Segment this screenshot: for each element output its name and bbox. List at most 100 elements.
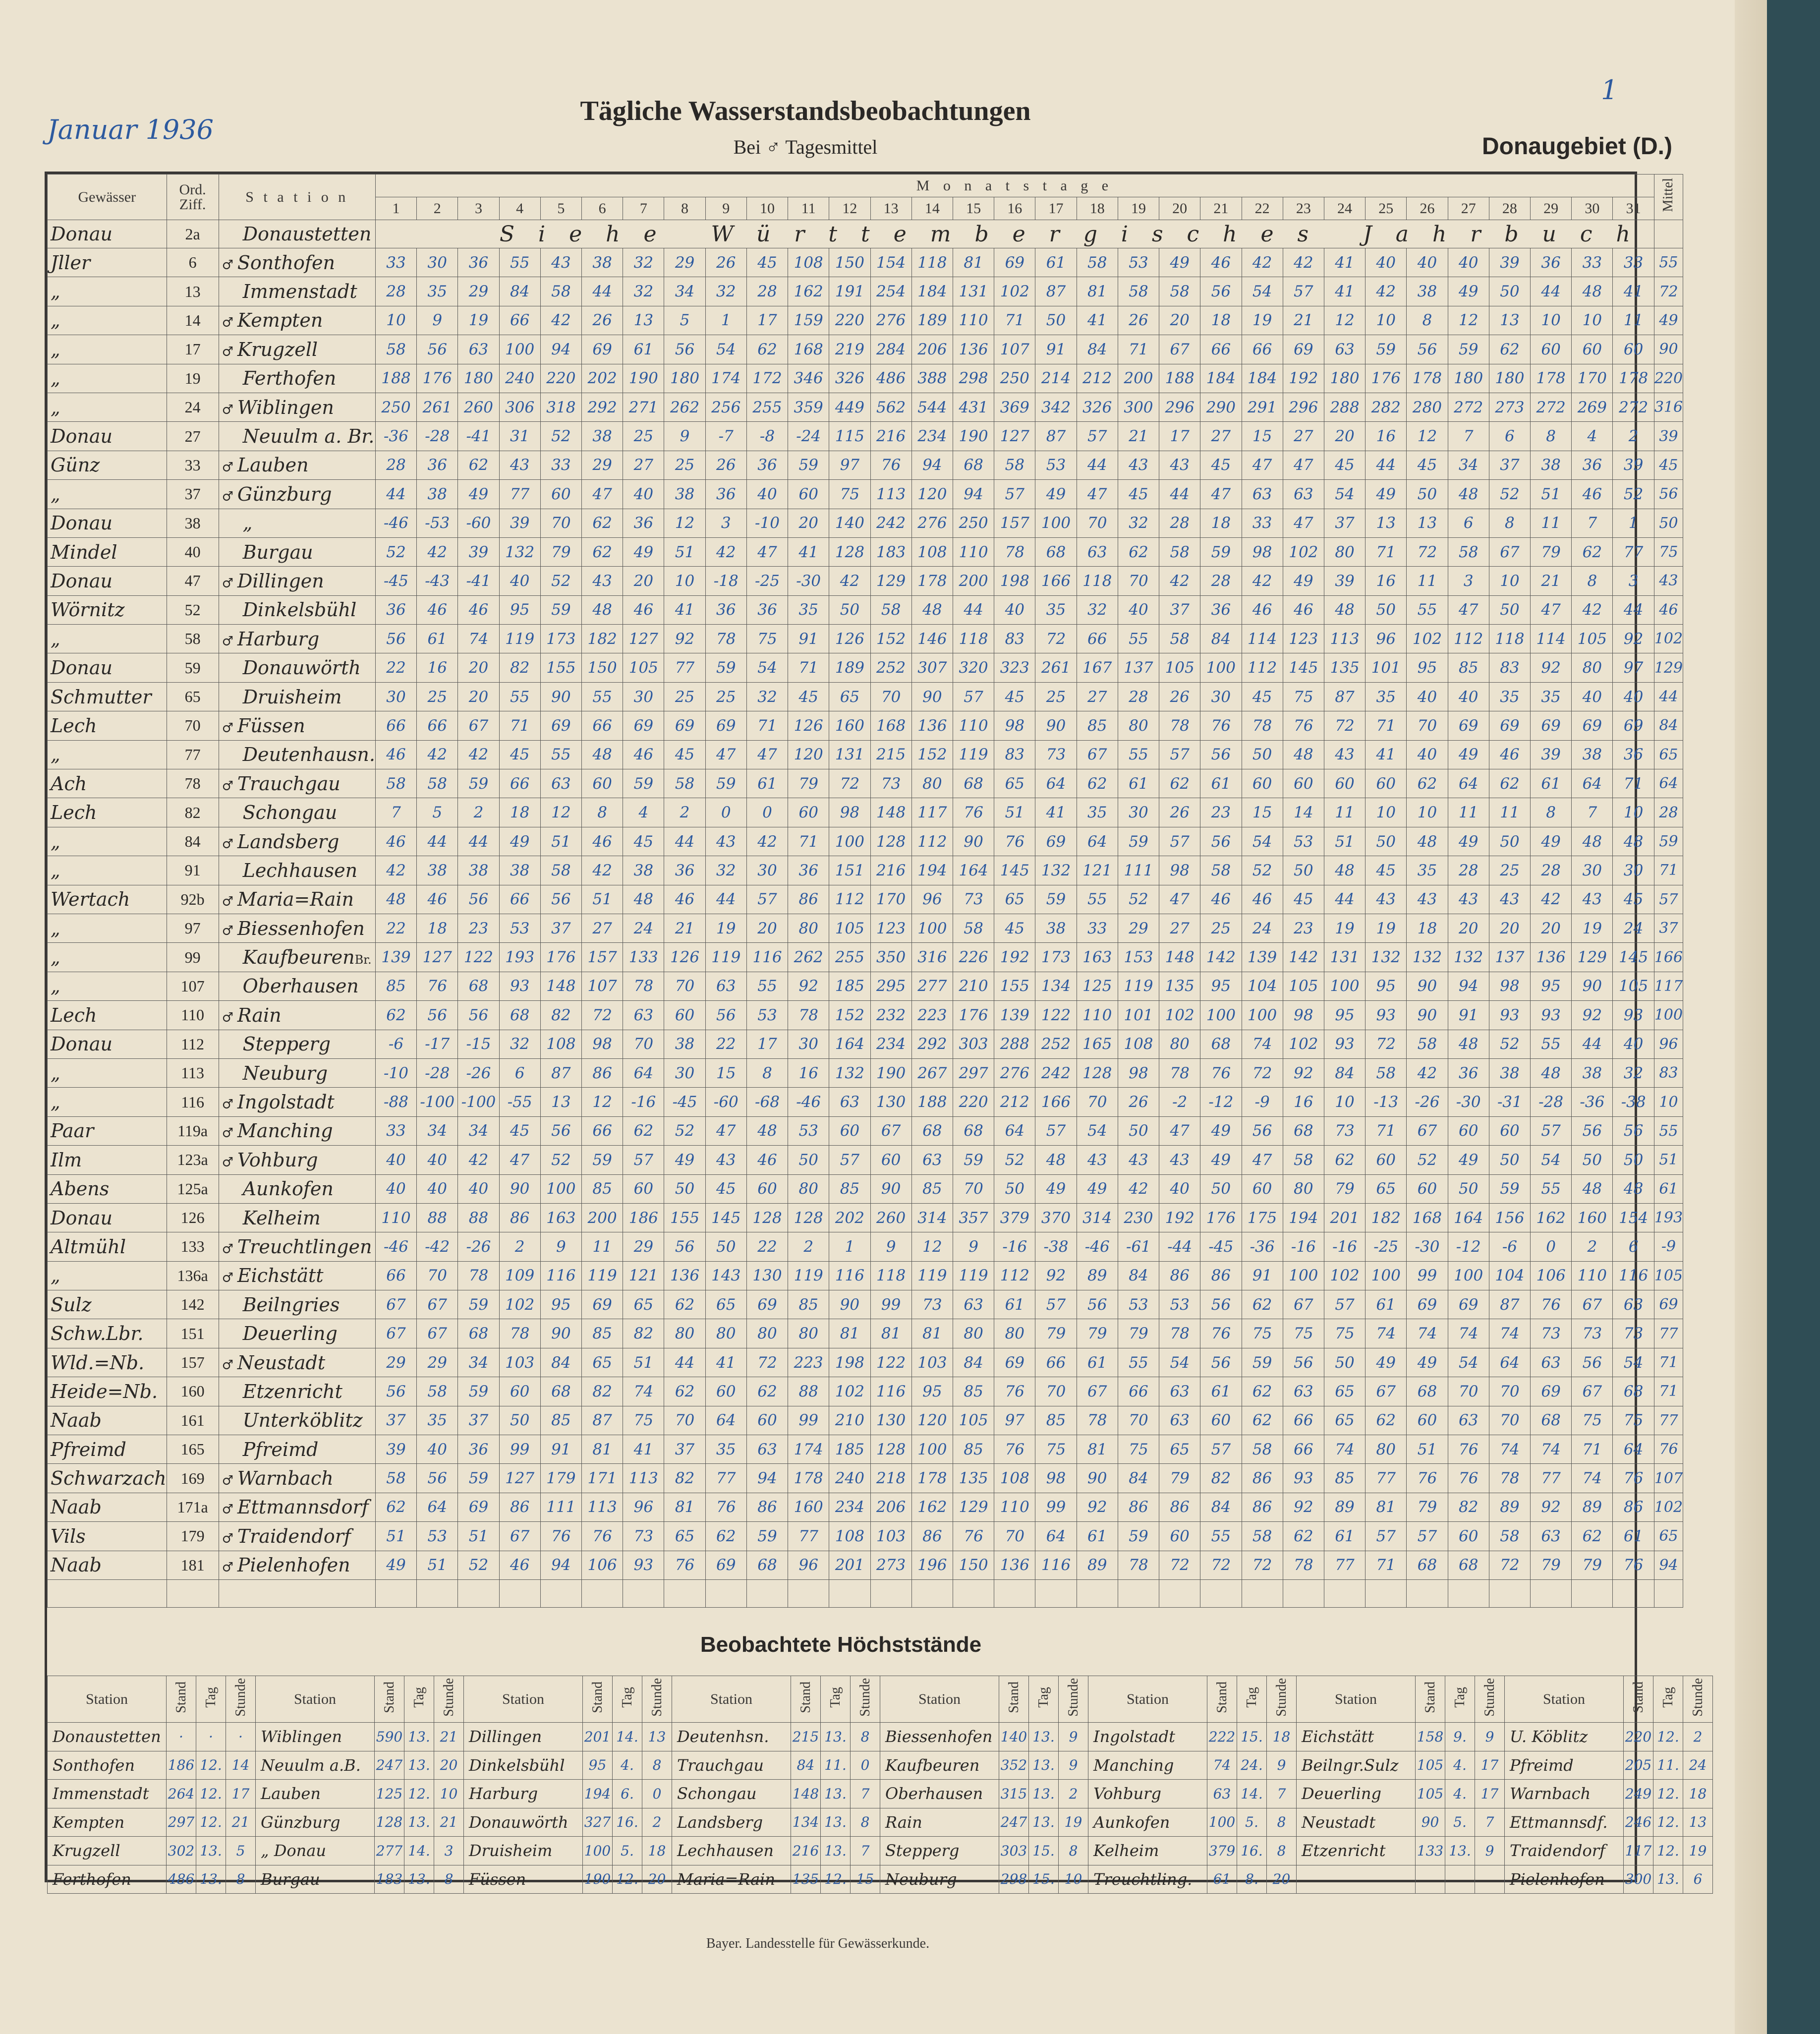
- gauge-mark-icon: ♂: [222, 1271, 233, 1286]
- value-cell: 91: [1447, 1000, 1489, 1030]
- value-cell: 11: [1447, 798, 1489, 827]
- peaks-col-stunde: Stunde: [434, 1676, 464, 1723]
- value-cell: 17: [746, 1029, 789, 1059]
- value-cell: -13: [1365, 1087, 1407, 1117]
- value-cell: 82: [540, 1000, 582, 1030]
- value-cell: 16: [788, 1058, 830, 1088]
- value-cell: 75: [1282, 682, 1324, 712]
- peaks-col-stand: Stand: [1207, 1676, 1237, 1723]
- value-cell: 42: [1530, 884, 1572, 914]
- table-row: „ 24 ♂ Wiblingen 250 261 260 306 318 292 271 262 256…: [47, 392, 1684, 422]
- value-cell: 50: [1406, 479, 1448, 509]
- value-cell: 58: [1076, 247, 1118, 278]
- value-cell: 70: [870, 682, 912, 712]
- value-cell: 48: [1447, 1029, 1489, 1059]
- value-cell: 34: [457, 1116, 500, 1146]
- value-cell: 206: [911, 335, 953, 364]
- peak-value: 148: [791, 1779, 821, 1808]
- peak-station: Krugzell: [47, 1836, 167, 1865]
- value-cell: 27: [1282, 421, 1324, 451]
- row-mean: 59: [1653, 826, 1684, 857]
- value-cell: 53: [1117, 1290, 1160, 1320]
- value-cell: 26: [1159, 682, 1201, 712]
- value-cell: 59: [1365, 335, 1407, 364]
- value-cell: 47: [1282, 508, 1324, 538]
- value-cell: 61: [746, 769, 789, 799]
- value-cell: 58: [1159, 537, 1201, 567]
- row-gewaesser: Wörnitz: [47, 595, 167, 625]
- value-cell: 46: [457, 595, 500, 625]
- value-cell: 79: [1117, 1319, 1160, 1348]
- value-cell: 105: [952, 1405, 995, 1436]
- value-cell: 81: [1076, 277, 1118, 306]
- row-mean: [1653, 220, 1684, 248]
- value-cell: 76: [1612, 1550, 1654, 1580]
- value-cell: 59: [705, 769, 747, 799]
- value-cell: 48: [1571, 277, 1613, 306]
- value-cell: 342: [1035, 392, 1077, 422]
- value-cell: 67: [1076, 740, 1118, 770]
- peak-value: 117: [1623, 1836, 1653, 1865]
- peak-value: 61: [1207, 1864, 1237, 1894]
- value-cell: 45: [1323, 450, 1366, 480]
- value-cell: 116: [1612, 1261, 1654, 1291]
- value-cell: 95: [540, 1290, 582, 1320]
- value-cell: 62: [1488, 335, 1531, 364]
- value-cell: 64: [623, 1058, 665, 1088]
- value-cell: 62: [1365, 1405, 1407, 1436]
- value-cell: 57: [1530, 1116, 1572, 1146]
- table-row: Naab 161 Unterköblitz 37 35 37 50 85 87 75 70 64 60 9…: [47, 1405, 1684, 1436]
- value-cell: 32: [499, 1029, 541, 1059]
- value-cell: 41: [1365, 740, 1407, 770]
- value-cell: 78: [1241, 711, 1283, 741]
- peak-value: 13.: [196, 1864, 226, 1894]
- row-station: Immenstadt: [218, 277, 376, 306]
- value-cell: 78: [994, 537, 1036, 567]
- value-cell: 193: [499, 942, 541, 972]
- row-station: ♂ Manching: [218, 1116, 376, 1146]
- value-cell: 65: [581, 1347, 624, 1378]
- value-cell: 56: [457, 1000, 500, 1030]
- peaks-col-label: Stand: [797, 1681, 813, 1713]
- row-gewaesser: Wertach: [47, 884, 167, 914]
- value-cell: 52: [1406, 1145, 1448, 1175]
- value-cell: 102: [499, 1290, 541, 1320]
- value-cell: 2: [457, 798, 500, 827]
- value-cell: 56: [705, 1000, 747, 1030]
- value-cell: 80: [1159, 1029, 1201, 1059]
- value-cell: 79: [1530, 1550, 1572, 1580]
- value-cell: 57: [952, 682, 995, 712]
- value-cell: 66: [581, 711, 624, 741]
- value-cell: 81: [911, 1319, 953, 1348]
- value-cell: 32: [1117, 508, 1160, 538]
- value-cell: 58: [416, 769, 458, 799]
- value-cell: 85: [829, 1174, 871, 1204]
- value-cell: 2: [1571, 1232, 1613, 1262]
- value-cell: 60: [829, 1116, 871, 1146]
- value-cell: 66: [499, 769, 541, 799]
- row-station-name: Kelheim: [242, 1207, 321, 1229]
- row-gewaesser: Schwarzach: [47, 1463, 167, 1493]
- value-cell: 105: [1159, 653, 1201, 683]
- value-cell: 94: [952, 479, 995, 509]
- value-cell: 132: [1447, 942, 1489, 972]
- value-cell: 60: [870, 1145, 912, 1175]
- value-cell: 35: [1035, 595, 1077, 625]
- value-cell: 40: [1571, 682, 1613, 712]
- value-cell: 100: [1200, 653, 1242, 683]
- peak-value: 12.: [404, 1779, 434, 1808]
- value-cell: 306: [499, 392, 541, 422]
- value-cell: 22: [375, 653, 417, 683]
- row-gewaesser: Heide=Nb.: [47, 1377, 167, 1406]
- day-header: 12: [829, 197, 871, 220]
- value-cell: 52: [994, 1145, 1036, 1175]
- peak-value: 14.: [612, 1722, 642, 1751]
- value-cell: 59: [457, 1290, 500, 1320]
- row-gewaesser: „: [47, 277, 167, 306]
- value-cell: 75: [1612, 1405, 1654, 1436]
- value-cell: 63: [623, 1000, 665, 1030]
- value-cell: 76: [952, 1521, 995, 1551]
- value-cell: 62: [1282, 1521, 1324, 1551]
- value-cell: 86: [911, 1521, 953, 1551]
- peak-value: 12.: [196, 1750, 226, 1780]
